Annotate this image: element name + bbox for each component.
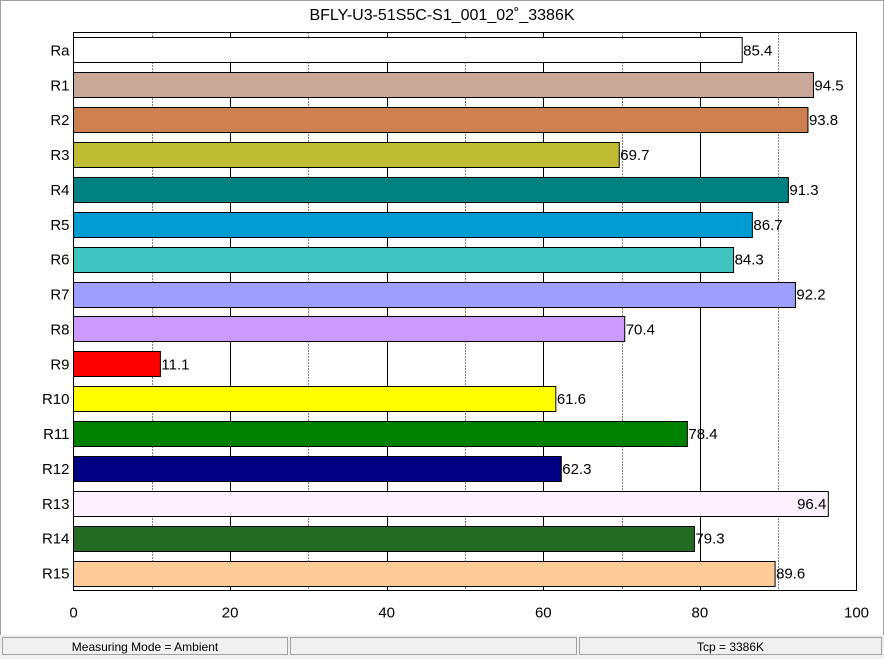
- value-label: 86.7: [753, 217, 782, 234]
- bar-r6: [73, 247, 735, 273]
- status-measuring-mode: Measuring Mode = Ambient: [2, 637, 288, 655]
- bar-r15: [73, 561, 776, 587]
- bar-r13: [73, 491, 829, 517]
- category-label: R8: [50, 321, 69, 338]
- category-label: R4: [50, 182, 69, 199]
- bar-r12: [73, 456, 562, 482]
- value-label: 84.3: [735, 252, 764, 269]
- x-tick-label: 80: [692, 605, 709, 622]
- status-middle: [290, 637, 577, 655]
- bar-r14: [73, 526, 695, 552]
- value-label: 92.2: [796, 287, 825, 304]
- bar-r11: [73, 421, 688, 447]
- category-label: R1: [50, 77, 69, 94]
- bar-ra: [73, 37, 743, 63]
- category-label: R3: [50, 147, 69, 164]
- value-label: 78.4: [688, 426, 717, 443]
- value-label: 61.6: [557, 391, 586, 408]
- bar-r3: [73, 142, 620, 168]
- bar-r1: [73, 72, 814, 98]
- bar-r4: [73, 177, 789, 203]
- chart-title: BFLY-U3-51S5C-S1_001_02˚_3386K: [309, 7, 574, 24]
- category-label: R15: [42, 566, 70, 583]
- bar-r2: [73, 107, 809, 133]
- plot-area: [73, 32, 857, 591]
- cri-bar-chart: BFLY-U3-51S5C-S1_001_02˚_3386K Ra 85.4 R1 9…: [42, 7, 869, 622]
- x-tick-label: 40: [378, 605, 395, 622]
- category-label: R12: [42, 461, 70, 478]
- bar-r8: [73, 316, 626, 342]
- value-label: 11.1: [161, 356, 189, 373]
- bar-r5: [73, 212, 753, 238]
- value-label: 85.4: [743, 42, 772, 59]
- value-label: 93.8: [809, 112, 838, 129]
- category-label: R13: [42, 496, 70, 513]
- x-tick-label: 0: [69, 605, 77, 622]
- category-label: R5: [50, 217, 69, 234]
- category-label: R10: [42, 391, 70, 408]
- category-label: Ra: [50, 42, 70, 59]
- value-label: 94.5: [814, 77, 843, 94]
- x-tick-label: 20: [222, 605, 239, 622]
- category-label: R2: [50, 112, 69, 129]
- value-label: 91.3: [789, 182, 818, 199]
- category-label: R6: [50, 252, 69, 269]
- value-label: 70.4: [626, 321, 655, 338]
- status-tcp: Tcp = 3386K: [579, 637, 882, 655]
- bar-r9: [73, 351, 161, 377]
- bar-r10: [73, 386, 557, 412]
- value-label: 79.3: [695, 531, 724, 548]
- category-label: R14: [42, 531, 70, 548]
- value-label: 62.3: [562, 461, 591, 478]
- category-label: R7: [50, 287, 69, 304]
- x-tick-label: 100: [844, 605, 869, 622]
- value-label: 89.6: [776, 566, 805, 583]
- category-label: R11: [43, 426, 69, 443]
- bar-r7: [73, 282, 796, 308]
- x-tick-label: 60: [535, 605, 552, 622]
- category-label: R9: [50, 356, 69, 373]
- value-label: 96.4: [797, 496, 826, 513]
- value-label: 69.7: [620, 147, 649, 164]
- status-bar: Measuring Mode = Ambient Tcp = 3386K: [0, 635, 884, 659]
